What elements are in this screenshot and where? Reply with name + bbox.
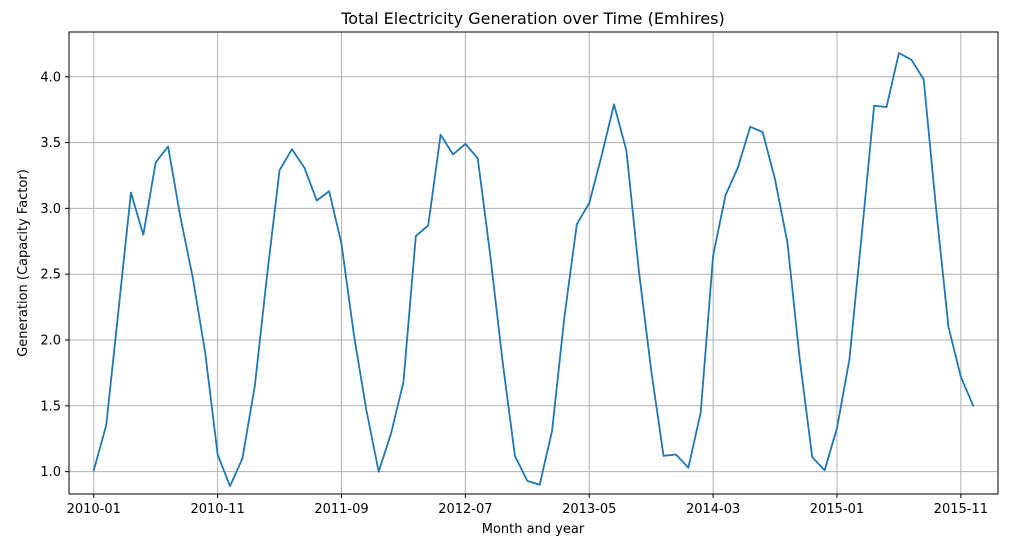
data-point xyxy=(215,452,220,457)
x-tick-label: 2011-09 xyxy=(314,502,368,517)
data-point xyxy=(314,198,319,203)
data-point xyxy=(512,453,517,458)
data-point xyxy=(128,190,133,195)
data-point xyxy=(612,102,617,107)
x-tick-label: 2012-07 xyxy=(438,502,492,517)
data-point xyxy=(463,141,468,146)
data-point xyxy=(438,132,443,137)
y-tick-label: 3.0 xyxy=(40,202,61,217)
data-point xyxy=(574,222,579,227)
data-point xyxy=(401,380,406,385)
data-point xyxy=(909,57,914,62)
plot-frame xyxy=(68,31,999,495)
data-point xyxy=(934,206,939,211)
data-point xyxy=(450,152,455,157)
data-point xyxy=(773,177,778,182)
data-point xyxy=(488,252,493,257)
y-tick-label: 1.0 xyxy=(40,465,61,480)
y-tick-label: 3.5 xyxy=(40,136,61,151)
data-point xyxy=(946,324,951,329)
chart-title: Total Electricity Generation over Time (… xyxy=(340,9,725,28)
y-tick-label: 4.0 xyxy=(40,70,61,85)
data-point xyxy=(91,468,96,473)
data-point xyxy=(327,189,332,194)
x-tick-label: 2015-01 xyxy=(810,502,864,517)
data-point xyxy=(302,165,307,170)
data-point xyxy=(562,314,567,319)
data-point xyxy=(748,124,753,129)
data-point xyxy=(178,215,183,220)
x-tick-label: 2013-05 xyxy=(562,502,616,517)
data-point xyxy=(859,232,864,237)
data-point xyxy=(760,130,765,135)
data-point xyxy=(203,351,208,356)
series-line xyxy=(92,52,975,488)
x-tick-label: 2010-11 xyxy=(190,502,244,517)
data-point xyxy=(587,201,592,206)
x-tick-label: 2014-03 xyxy=(686,502,740,517)
data-point xyxy=(624,148,629,153)
data-point xyxy=(921,77,926,82)
data-point xyxy=(364,407,369,412)
data-point xyxy=(810,455,815,460)
data-point xyxy=(661,453,666,458)
y-tick-label: 2.5 xyxy=(40,268,61,283)
y-axis-title: Generation (Capacity Factor) xyxy=(16,169,31,357)
data-point xyxy=(252,384,257,389)
data-point xyxy=(277,168,282,173)
data-point xyxy=(537,482,542,487)
data-point xyxy=(265,272,270,277)
data-point xyxy=(426,223,431,228)
data-point xyxy=(475,156,480,161)
data-point xyxy=(822,468,827,473)
data-point xyxy=(166,144,171,149)
data-point xyxy=(116,307,121,312)
data-point xyxy=(834,426,839,431)
data-point xyxy=(847,357,852,362)
data-point xyxy=(723,193,728,198)
data-point xyxy=(785,240,790,245)
x-axis-title: Month and year xyxy=(482,522,585,536)
data-point xyxy=(673,452,678,457)
data-point xyxy=(389,431,394,436)
data-point xyxy=(153,160,158,165)
data-point xyxy=(413,234,418,239)
data-point xyxy=(190,276,195,281)
axis-ticks: 2010-01 2010-11 2011-09 2012-07 2013-05 2014-… xyxy=(40,70,988,517)
data-point xyxy=(872,103,877,108)
data-point xyxy=(686,465,691,470)
x-tick-label: 2015-11 xyxy=(934,502,988,517)
data-point xyxy=(971,403,976,408)
data-point xyxy=(735,165,740,170)
data-point xyxy=(525,478,530,483)
data-point xyxy=(884,105,889,110)
y-tick-label: 2.0 xyxy=(40,334,61,349)
data-point xyxy=(896,51,901,56)
data-point xyxy=(339,241,344,246)
data-point xyxy=(228,484,233,489)
data-point xyxy=(500,359,505,364)
series-group xyxy=(91,51,976,489)
data-point xyxy=(649,368,654,373)
x-tick-label: 2010-01 xyxy=(67,502,121,517)
data-point xyxy=(550,428,555,433)
data-point xyxy=(289,147,294,152)
data-point xyxy=(797,357,802,362)
data-point xyxy=(698,410,703,415)
data-point xyxy=(240,456,245,461)
y-tick-label: 1.5 xyxy=(40,399,61,414)
data-point xyxy=(104,423,109,428)
data-point xyxy=(351,332,356,337)
data-point xyxy=(636,268,641,273)
data-point xyxy=(141,232,146,237)
data-point xyxy=(376,469,381,474)
data-point xyxy=(958,374,963,379)
data-point xyxy=(711,253,716,258)
data-point xyxy=(599,153,604,158)
